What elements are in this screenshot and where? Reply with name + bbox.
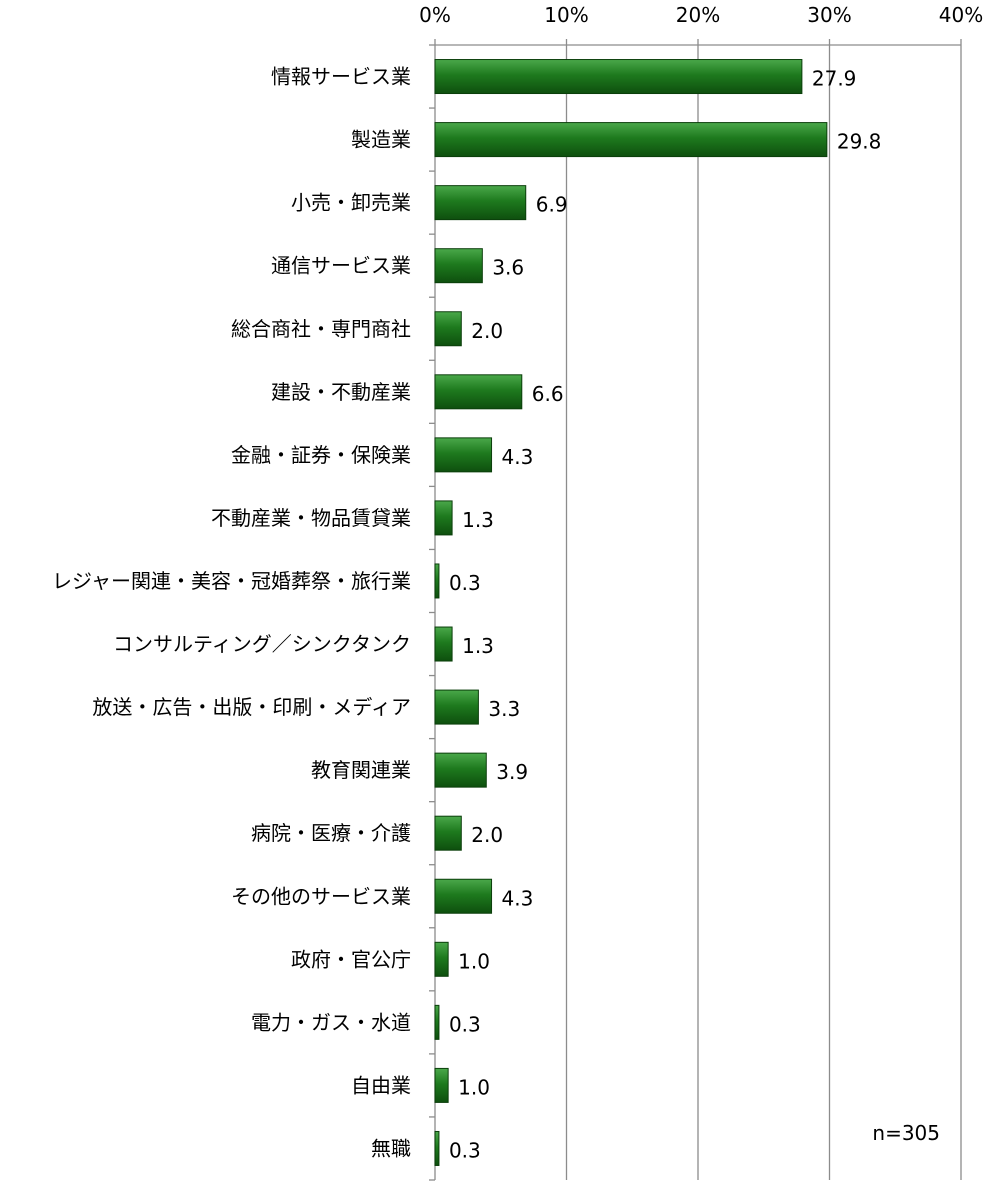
- bar: [434, 59, 803, 95]
- category-label: 電力・ガス・水道: [251, 1010, 411, 1034]
- category-label: 放送・広告・出版・印刷・メディア: [92, 695, 411, 719]
- bar: [434, 500, 453, 536]
- sample-size-note: n=305: [872, 1121, 940, 1145]
- bars: [434, 59, 828, 1166]
- value-label: 3.9: [496, 760, 528, 784]
- value-label: 29.8: [837, 130, 882, 154]
- value-label: 6.9: [536, 193, 568, 217]
- x-tick-label: 10%: [544, 3, 588, 27]
- bar: [434, 752, 487, 788]
- category-label: 自由業: [351, 1073, 411, 1097]
- category-label: レジャー関連・美容・冠婚葬祭・旅行業: [52, 569, 411, 593]
- value-label: 1.0: [458, 949, 490, 973]
- bar: [434, 1004, 440, 1040]
- category-label: 建設・不動産業: [271, 380, 411, 404]
- bar: [434, 185, 527, 221]
- value-label: 2.0: [471, 823, 503, 847]
- category-label: 不動産業・物品賃貸業: [211, 506, 411, 530]
- axes: 0% 10% 20% 30% 40%: [419, 3, 983, 1181]
- bar: [434, 941, 449, 977]
- value-label: 1.0: [458, 1075, 490, 1099]
- category-label: 製造業: [351, 128, 411, 152]
- category-label: 情報サービス業: [271, 65, 411, 89]
- bar: [434, 311, 462, 347]
- value-label: 0.3: [449, 1138, 481, 1162]
- x-tick-label: 20%: [676, 3, 720, 27]
- value-label: 4.3: [502, 445, 534, 469]
- labels: 情報サービス業 27.9 製造業 29.8 小売・卸売業 6.9 通信サービス業 3.6 総合商…: [52, 65, 881, 1163]
- bar: [434, 689, 479, 725]
- category-label: 政府・官公庁: [291, 947, 411, 971]
- bar: [434, 122, 828, 158]
- category-label: 総合商社・専門商社: [231, 317, 411, 341]
- value-label: 6.6: [532, 382, 564, 406]
- value-label: 0.3: [449, 571, 481, 595]
- value-label: 3.3: [488, 697, 520, 721]
- value-label: 27.9: [812, 67, 857, 91]
- x-tick-label: 30%: [807, 3, 851, 27]
- category-label: 教育関連業: [311, 758, 411, 782]
- bar: [434, 563, 440, 599]
- value-label: 0.3: [449, 1012, 481, 1036]
- bar: [434, 1067, 449, 1103]
- bar: [434, 878, 493, 914]
- bar: [434, 248, 483, 284]
- category-label: 金融・証券・保険業: [231, 443, 411, 467]
- bar: [434, 437, 493, 473]
- bar: [434, 626, 453, 662]
- category-label: 無職: [371, 1136, 411, 1160]
- value-label: 3.6: [492, 256, 524, 280]
- bar: [434, 374, 523, 410]
- x-tick-label: 40%: [939, 3, 983, 27]
- category-label: コンサルティング／シンクタンク: [113, 632, 411, 656]
- value-label: 1.3: [462, 634, 494, 658]
- bar: [434, 1130, 440, 1166]
- grid-lines: [565, 45, 962, 1180]
- category-label: 小売・卸売業: [291, 191, 411, 215]
- x-tick-label: 0%: [419, 3, 451, 27]
- category-label: 病院・医療・介護: [251, 821, 411, 845]
- value-label: 2.0: [471, 319, 503, 343]
- value-label: 1.3: [462, 508, 494, 532]
- category-label: その他のサービス業: [231, 884, 411, 908]
- bar: [434, 815, 462, 851]
- value-label: 4.3: [502, 886, 534, 910]
- category-label: 通信サービス業: [271, 254, 411, 278]
